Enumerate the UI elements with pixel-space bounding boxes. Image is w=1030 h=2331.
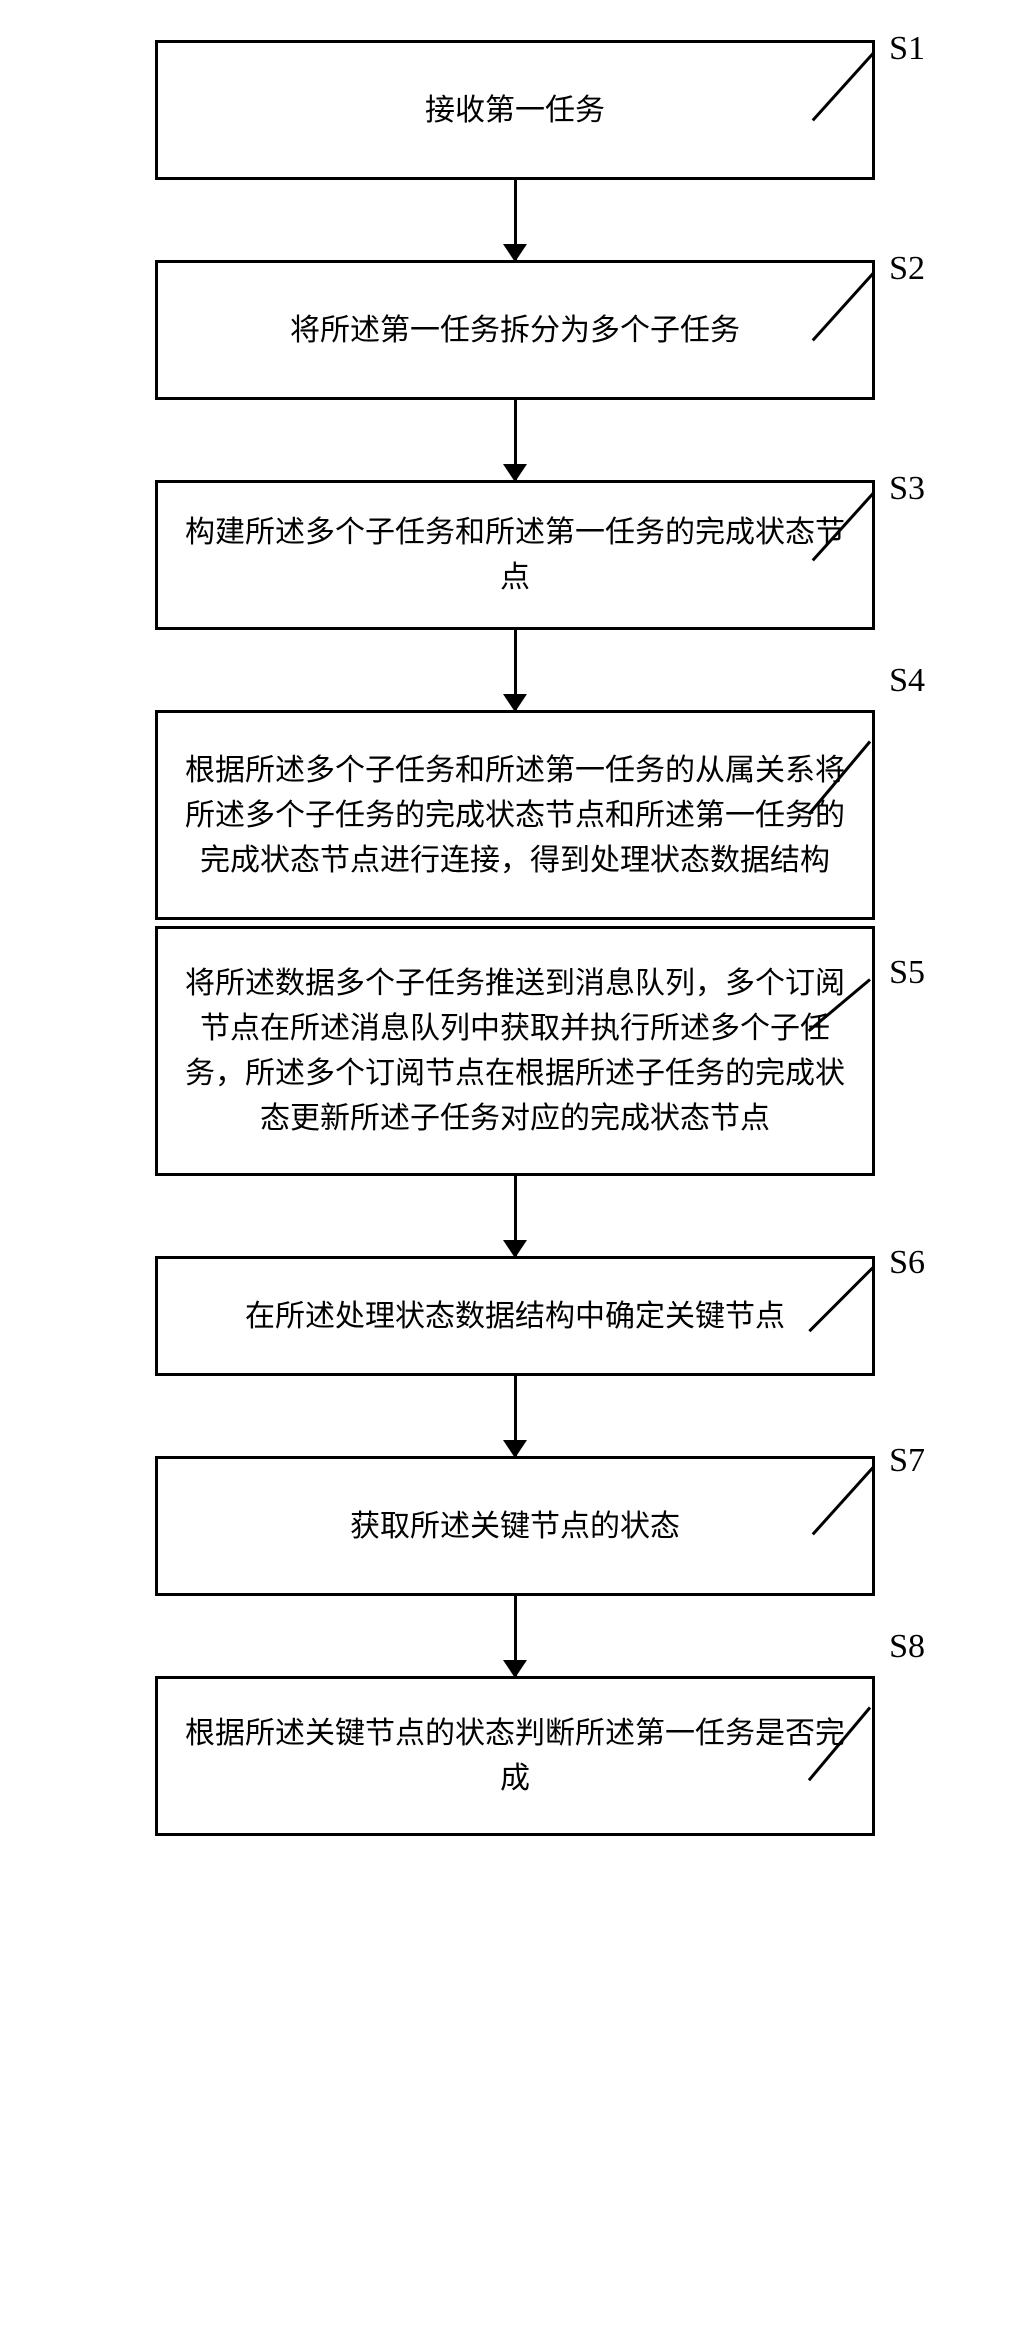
step-wrapper-s4: 根据所述多个子任务和所述第一任务的从属关系将所述多个子任务的完成状态节点和所述第…: [65, 710, 965, 926]
step-box-s4: 根据所述多个子任务和所述第一任务的从属关系将所述多个子任务的完成状态节点和所述第…: [155, 710, 875, 920]
step-label-s3: S3: [889, 470, 925, 508]
step-label-s1: S1: [889, 30, 925, 68]
step-row-s3: 构建所述多个子任务和所述第一任务的完成状态节点S3: [65, 480, 965, 630]
step-wrapper-s7: 获取所述关键节点的状态S7: [65, 1456, 965, 1676]
arrow-s6: [514, 1376, 517, 1456]
step-row-s8: 根据所述关键节点的状态判断所述第一任务是否完成S8: [65, 1676, 965, 1836]
step-row-s5: 将所述数据多个子任务推送到消息队列，多个订阅节点在所述消息队列中获取并执行所述多…: [65, 926, 965, 1176]
step-box-s2: 将所述第一任务拆分为多个子任务: [155, 260, 875, 400]
step-label-s4: S4: [889, 662, 925, 700]
step-row-s7: 获取所述关键节点的状态S7: [65, 1456, 965, 1596]
step-wrapper-s2: 将所述第一任务拆分为多个子任务S2: [65, 260, 965, 480]
step-label-s5: S5: [889, 954, 925, 992]
step-wrapper-s3: 构建所述多个子任务和所述第一任务的完成状态节点S3: [65, 480, 965, 710]
step-wrapper-s8: 根据所述关键节点的状态判断所述第一任务是否完成S8: [65, 1676, 965, 1836]
step-row-s6: 在所述处理状态数据结构中确定关键节点S6: [65, 1256, 965, 1376]
arrow-s5: [514, 1176, 517, 1256]
arrow-s7: [514, 1596, 517, 1676]
step-row-s4: 根据所述多个子任务和所述第一任务的从属关系将所述多个子任务的完成状态节点和所述第…: [65, 710, 965, 920]
step-box-s6: 在所述处理状态数据结构中确定关键节点: [155, 1256, 875, 1376]
step-label-s7: S7: [889, 1442, 925, 1480]
step-row-s1: 接收第一任务S1: [65, 40, 965, 180]
step-row-s2: 将所述第一任务拆分为多个子任务S2: [65, 260, 965, 400]
step-label-s6: S6: [889, 1244, 925, 1282]
step-box-s8: 根据所述关键节点的状态判断所述第一任务是否完成: [155, 1676, 875, 1836]
step-box-s3: 构建所述多个子任务和所述第一任务的完成状态节点: [155, 480, 875, 630]
step-box-s1: 接收第一任务: [155, 40, 875, 180]
step-wrapper-s5: 将所述数据多个子任务推送到消息队列，多个订阅节点在所述消息队列中获取并执行所述多…: [65, 926, 965, 1256]
arrow-s1: [514, 180, 517, 260]
arrow-s2: [514, 400, 517, 480]
step-label-s8: S8: [889, 1628, 925, 1666]
step-wrapper-s6: 在所述处理状态数据结构中确定关键节点S6: [65, 1256, 965, 1456]
step-wrapper-s1: 接收第一任务S1: [65, 40, 965, 260]
step-box-s7: 获取所述关键节点的状态: [155, 1456, 875, 1596]
step-label-s2: S2: [889, 250, 925, 288]
arrow-s3: [514, 630, 517, 710]
flowchart-container: 接收第一任务S1将所述第一任务拆分为多个子任务S2构建所述多个子任务和所述第一任…: [65, 40, 965, 1836]
step-box-s5: 将所述数据多个子任务推送到消息队列，多个订阅节点在所述消息队列中获取并执行所述多…: [155, 926, 875, 1176]
